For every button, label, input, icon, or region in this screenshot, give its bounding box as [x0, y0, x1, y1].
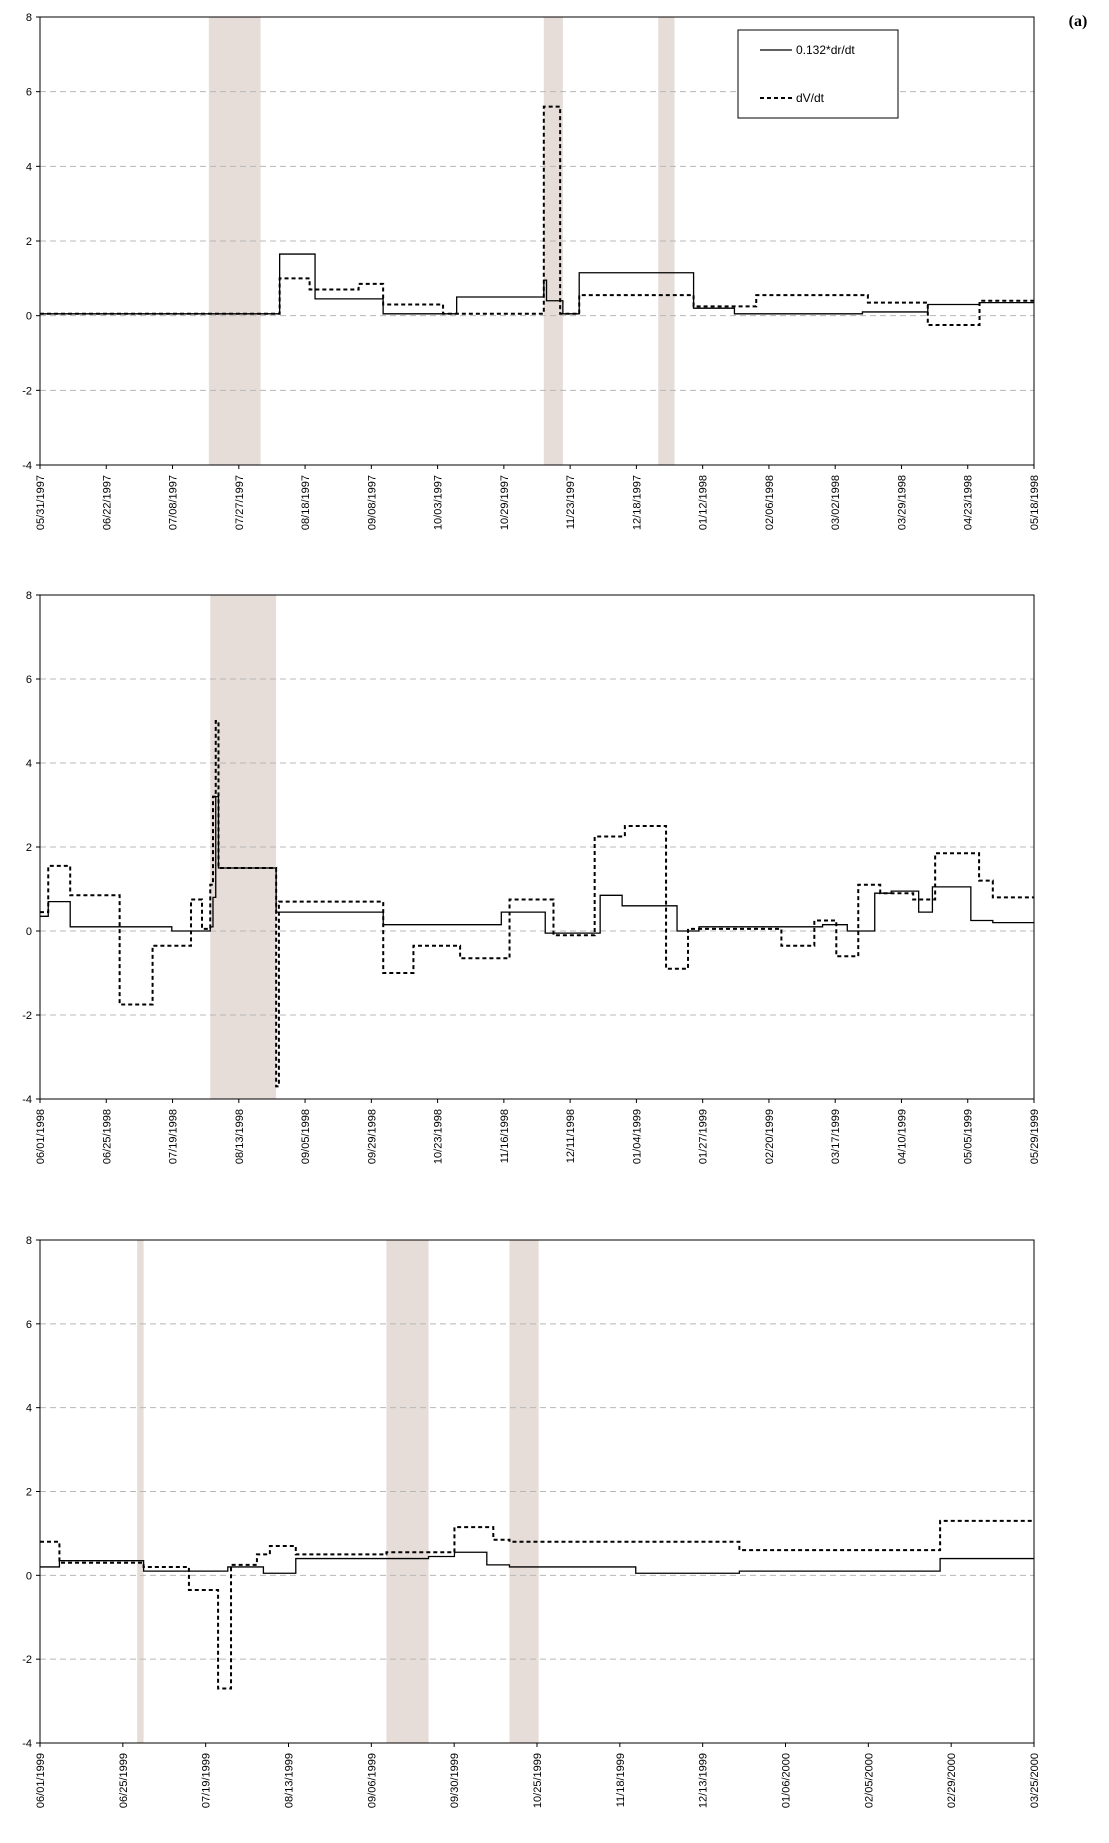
x-tick-label: 12/18/1997	[631, 475, 643, 530]
x-tick-label: 03/29/1998	[896, 475, 908, 530]
x-tick-label: 05/05/1999	[963, 1109, 975, 1164]
series-dv-dt-line	[40, 1519, 1034, 1690]
x-tick-label: 01/04/1999	[631, 1109, 643, 1164]
y-tick-label: 8	[26, 1235, 32, 1247]
x-tick-label: 01/06/2000	[781, 1753, 793, 1808]
y-tick-label: 2	[26, 842, 32, 854]
x-tick-label: 06/01/1999	[35, 1753, 47, 1808]
x-tick-label: 07/08/1997	[168, 475, 180, 530]
y-tick-label: 4	[26, 758, 32, 770]
y-tick-label: 6	[26, 1319, 32, 1331]
x-tick-label: 06/25/1998	[101, 1109, 113, 1164]
y-tick-label: 8	[26, 12, 32, 24]
chart-panel-1: -4 -2 0 2 4 6 8 05/31/1997 06/22/1997 07/08/1997 0…	[22, 12, 1041, 530]
panel-label: (a)	[1069, 13, 1088, 30]
y-tick-label: 4	[26, 161, 32, 173]
x-tick-label: 06/01/1998	[35, 1109, 47, 1164]
x-tick-label: 09/05/1998	[300, 1109, 312, 1164]
x-tick-label: 12/13/1999	[698, 1753, 710, 1808]
legend-solid-label: 0.132*dr/dt	[796, 43, 855, 57]
y-tick-label: -4	[22, 460, 32, 472]
series-dr-dt-line	[40, 795, 1034, 934]
y-tick-label: 6	[26, 87, 32, 99]
x-tick-label: 08/18/1997	[300, 475, 312, 530]
y-tick-label: 0	[26, 311, 32, 323]
x-tick-label: 03/17/1999	[830, 1109, 842, 1164]
y-tick-label: 8	[26, 590, 32, 602]
x-tick-label: 06/25/1999	[118, 1753, 130, 1808]
x-tick-label: 02/29/2000	[946, 1753, 958, 1808]
series-dr-dt-line	[40, 1551, 1034, 1574]
chart-panel-3: -4 -2 0 2 4 6 8 06/01/1999 06/25/1999 07/19/1999 0…	[22, 1235, 1041, 1808]
x-tick-label: 05/31/1997	[35, 475, 47, 530]
x-tick-label: 02/06/1998	[764, 475, 776, 530]
legend-box	[737, 29, 899, 119]
legend-dashed-label: dV/dt	[796, 91, 825, 105]
y-tick-label: -2	[22, 1654, 32, 1666]
x-tick-label: 08/13/1998	[234, 1109, 246, 1164]
y-tick-label: -2	[22, 1010, 32, 1022]
x-tick-label: 11/16/1998	[499, 1109, 511, 1163]
x-tick-label: 12/11/1998	[565, 1109, 577, 1163]
x-tick-label: 10/03/1997	[433, 475, 445, 530]
x-tick-label: 06/22/1997	[101, 475, 113, 530]
x-tick-label: 09/30/1999	[449, 1753, 461, 1808]
x-tick-label: 11/23/1997	[565, 475, 577, 529]
plot-frame	[39, 16, 1035, 466]
legend: 0.132*dr/dt dV/dt	[737, 29, 899, 119]
x-tick-label: 09/06/1999	[366, 1753, 378, 1808]
y-tick-label: 2	[26, 236, 32, 248]
y-tick-label: 2	[26, 1487, 32, 1499]
y-tick-label: 4	[26, 1403, 32, 1415]
x-tick-label: 05/29/1999	[1029, 1109, 1041, 1164]
x-tick-label: 04/23/1998	[963, 475, 975, 530]
x-tick-label: 03/02/1998	[830, 475, 842, 530]
chart-panel-2: -4 -2 0 2 4 6 8 06/01/1998 06/25/1998 07/19/1998 0…	[22, 590, 1041, 1164]
plot-frame	[39, 594, 1035, 1100]
x-tick-label: 02/05/2000	[863, 1753, 875, 1808]
x-tick-label: 01/27/1999	[698, 1109, 710, 1164]
y-tick-label: -2	[22, 385, 32, 397]
y-tick-label: 0	[26, 1570, 32, 1582]
x-tick-label: 10/23/1998	[433, 1109, 445, 1164]
x-tick-label: 10/29/1997	[499, 475, 511, 530]
x-tick-label: 07/27/1997	[234, 475, 246, 530]
x-tick-label: 09/29/1998	[366, 1109, 378, 1164]
series-dr-dt-line	[40, 253, 1034, 315]
x-tick-label: 02/20/1999	[764, 1109, 776, 1164]
x-tick-label: 05/18/1998	[1029, 475, 1041, 530]
series-dv-dt-line	[40, 720, 1034, 1088]
x-tick-label: 09/08/1997	[366, 475, 378, 530]
x-tick-label: 03/25/2000	[1029, 1753, 1041, 1808]
data-gap-band	[658, 17, 675, 465]
x-tick-label: 11/18/1999	[615, 1753, 627, 1807]
y-tick-label: 6	[26, 674, 32, 686]
y-tick-label: -4	[22, 1738, 32, 1750]
x-tick-label: 04/10/1999	[896, 1109, 908, 1164]
x-tick-label: 07/19/1998	[168, 1109, 180, 1164]
y-tick-label: -4	[22, 1094, 32, 1106]
series-dv-dt-line	[40, 105, 1034, 326]
x-tick-label: 01/12/1998	[698, 475, 710, 530]
x-tick-label: 08/13/1999	[284, 1753, 296, 1808]
x-tick-label: 10/25/1999	[532, 1753, 544, 1808]
y-tick-label: 0	[26, 926, 32, 938]
x-tick-label: 07/19/1999	[201, 1753, 213, 1808]
